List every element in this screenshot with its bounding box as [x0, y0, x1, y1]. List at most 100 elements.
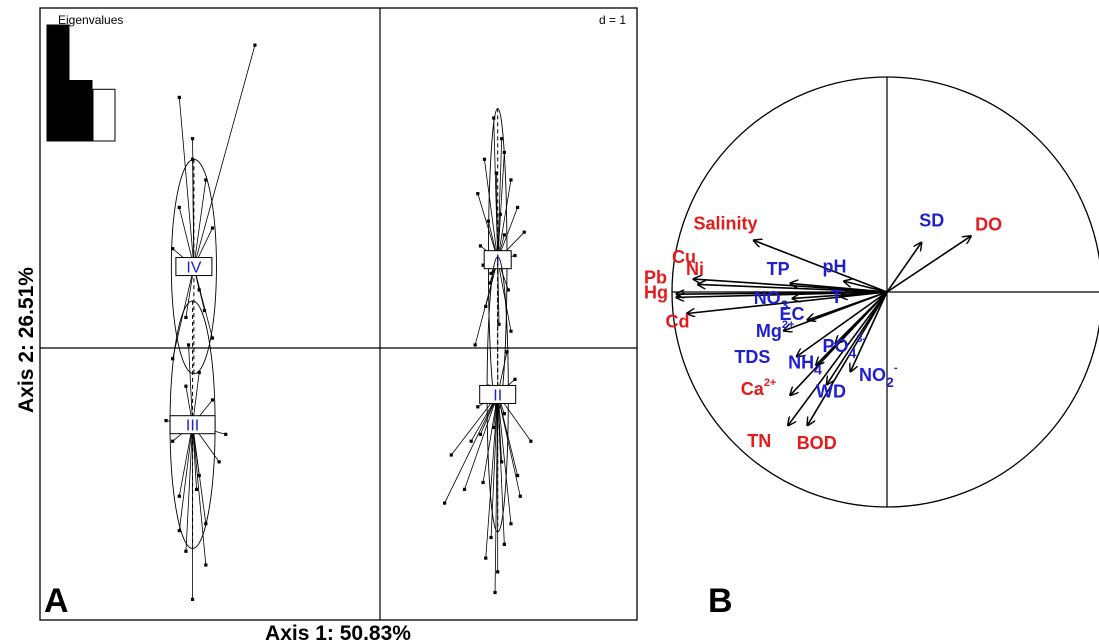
sample-point [481, 263, 485, 267]
sample-point [177, 95, 181, 99]
sample-point [509, 522, 513, 526]
label-no3: NO3 [754, 288, 789, 313]
sample-link [172, 266, 195, 359]
sample-point [253, 43, 257, 47]
panel-a-label: A [44, 582, 69, 620]
group-label-box [479, 384, 517, 404]
sample-point [505, 350, 509, 354]
sample-point [204, 563, 208, 567]
sample-point [502, 150, 506, 155]
sample-link [497, 259, 512, 332]
arrow-no2 [850, 291, 888, 372]
label-ca: Ca2+ [741, 377, 777, 399]
sample-point [502, 233, 506, 237]
arrow-salinity [754, 240, 888, 293]
sample-point [186, 343, 191, 347]
sample-point [478, 432, 483, 436]
sample-link [485, 394, 499, 559]
sample-link [178, 424, 193, 497]
sample-point [484, 556, 488, 560]
eigenvalue-bar [46, 24, 70, 142]
sample-point [509, 329, 513, 333]
arrow-tn [788, 291, 888, 425]
group-iv: IV [170, 43, 257, 375]
sample-point [469, 439, 473, 443]
label-sd: SD [919, 210, 944, 230]
sample-point [171, 357, 175, 361]
sample-link [474, 259, 499, 346]
sample-point [529, 439, 533, 443]
sample-point [498, 212, 502, 216]
sample-point [484, 304, 488, 309]
sample-link [477, 193, 499, 260]
group-label-box [169, 415, 216, 435]
label-ph: pH [823, 257, 847, 277]
variable-arrows [676, 236, 971, 425]
sample-point [184, 384, 188, 388]
sample-point [518, 494, 522, 498]
sample-point [217, 460, 221, 464]
sample-link [192, 424, 207, 566]
sample-point [204, 178, 208, 182]
label-cd: Cd [666, 311, 690, 331]
eigenvalues-label: Eigenvalues [58, 13, 123, 27]
sample-point [522, 230, 526, 234]
arrow-bod [807, 291, 888, 425]
panel-a-frame [39, 7, 638, 621]
group-label-box [175, 257, 213, 277]
label-salinity: Salinity [694, 214, 758, 234]
sample-link [497, 179, 512, 260]
x-axis-label: Axis 1: 50.83% [265, 622, 411, 644]
sample-link [185, 424, 193, 552]
group-label: I [495, 253, 499, 270]
sample-point [500, 137, 504, 141]
panel-b-label: B [708, 582, 733, 620]
sample-link [450, 394, 499, 456]
sample-link [464, 394, 499, 490]
sample-link [497, 259, 500, 325]
sample-link [497, 394, 505, 545]
sample-point [197, 473, 201, 478]
arrow-tds [797, 291, 888, 357]
label-wd: WD [816, 381, 846, 401]
sample-point [462, 487, 467, 491]
sample-point [482, 157, 487, 161]
sample-point [210, 336, 215, 340]
sample-point [509, 178, 513, 182]
sample-point [204, 522, 208, 526]
arrow-hg [676, 291, 888, 297]
group-ii: II [443, 256, 533, 595]
sample-point [210, 226, 215, 230]
label-ec: EC [780, 304, 805, 324]
sample-link [192, 424, 197, 490]
label-no2: NO2- [859, 362, 898, 390]
arrow-ph [844, 281, 888, 293]
sample-point [210, 398, 215, 402]
group-label: III [186, 418, 199, 435]
sample-point [197, 370, 201, 375]
group-iii: III [164, 300, 228, 601]
sample-point [190, 157, 195, 161]
arrow-ca [790, 291, 888, 395]
eigenvalues-inset: Eigenvalues [46, 13, 123, 142]
sample-point [449, 453, 453, 457]
sample-point [202, 308, 207, 313]
arrow-tp [790, 283, 888, 293]
sample-link [495, 173, 499, 260]
arrow-no3 [792, 291, 888, 298]
label-nh4: NH4 [788, 352, 822, 377]
sample-link [494, 394, 499, 593]
label-mg: Mg2+ [756, 319, 795, 341]
sample-point [489, 535, 493, 540]
sample-point [513, 377, 517, 381]
sample-link [482, 394, 499, 483]
sample-point [476, 192, 480, 196]
label-tp: TP [767, 259, 790, 279]
scale-label: d = 1 [599, 13, 626, 27]
eigenvalue-bar [69, 80, 93, 142]
sample-point [443, 501, 447, 505]
